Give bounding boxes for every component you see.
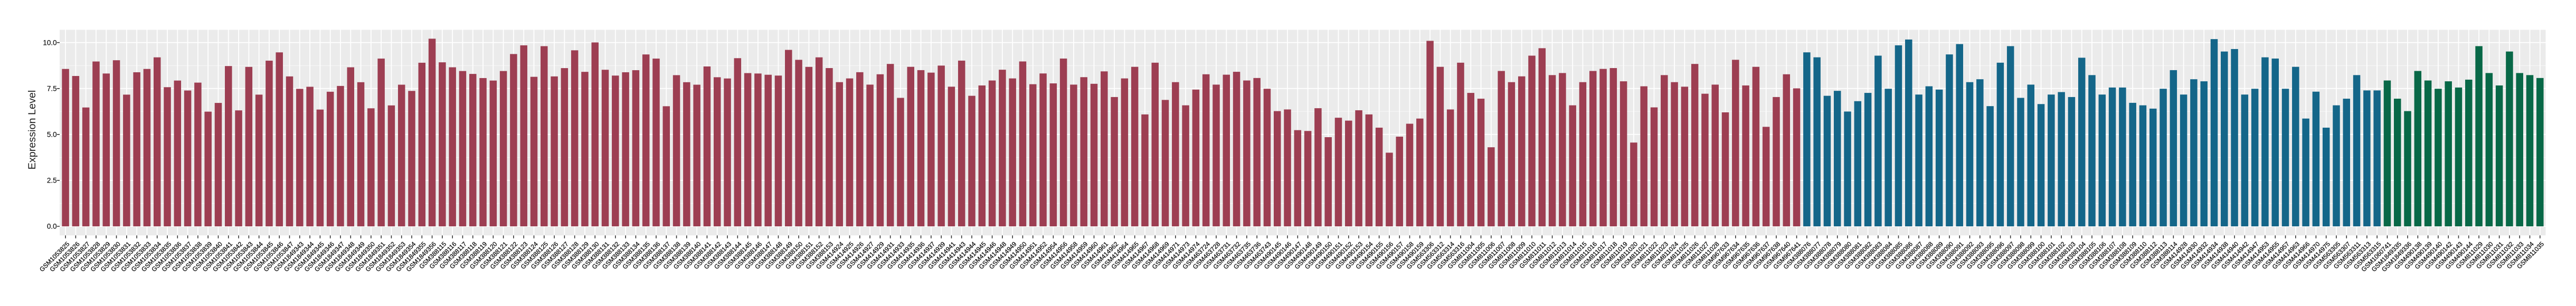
svg-text:Expression Level: Expression Level [26,90,38,170]
svg-text:5.0: 5.0 [47,130,57,138]
svg-text:2.5: 2.5 [47,177,57,185]
svg-text:10.0: 10.0 [43,39,56,46]
svg-text:7.5: 7.5 [47,84,57,92]
svg-text:0.0: 0.0 [47,223,57,231]
